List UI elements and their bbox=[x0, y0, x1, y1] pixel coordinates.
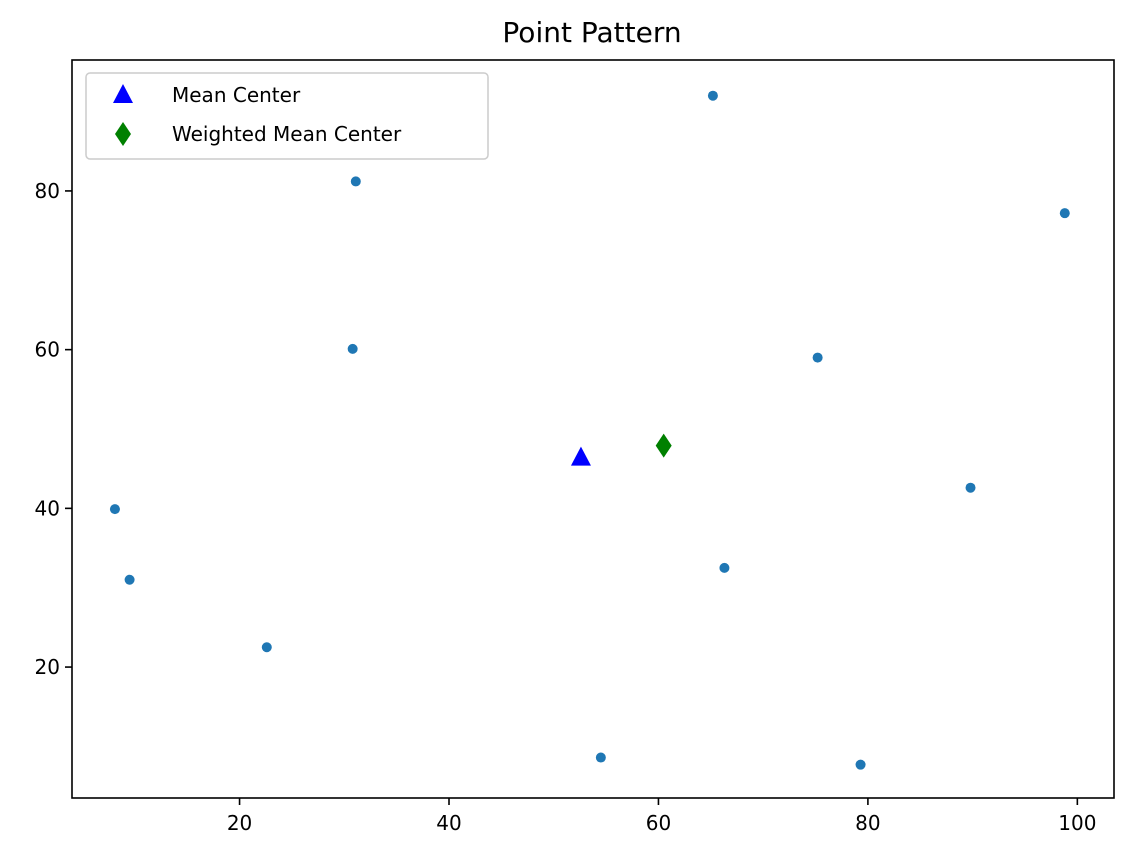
x-tick-label: 80 bbox=[855, 811, 880, 835]
legend-label-mean-center: Mean Center bbox=[172, 83, 301, 107]
data-point bbox=[109, 504, 120, 515]
data-point bbox=[965, 482, 976, 493]
x-tick-label: 40 bbox=[436, 811, 461, 835]
plot-area bbox=[72, 60, 1114, 798]
y-tick-label: 40 bbox=[35, 496, 60, 520]
data-point bbox=[707, 90, 718, 101]
weighted-mean-center-marker bbox=[655, 433, 672, 458]
legend-diamond-icon bbox=[115, 122, 131, 146]
mean-center-marker bbox=[570, 446, 591, 466]
data-points bbox=[109, 90, 1070, 770]
data-point bbox=[347, 343, 358, 354]
x-tick-label: 60 bbox=[646, 811, 671, 835]
x-tick-label: 100 bbox=[1058, 811, 1096, 835]
data-point bbox=[1059, 208, 1070, 219]
legend-box bbox=[85, 72, 489, 160]
data-point bbox=[124, 574, 135, 585]
data-point bbox=[261, 642, 272, 653]
data-point bbox=[855, 759, 866, 770]
y-tick-label: 60 bbox=[35, 338, 60, 362]
axis-ticks: 20 40 60 80 100 20 40 60 80 bbox=[35, 179, 1097, 835]
data-point bbox=[350, 176, 361, 187]
data-point bbox=[719, 562, 730, 573]
chart-title: Point Pattern bbox=[502, 16, 681, 49]
legend-mean-center-marker bbox=[113, 84, 133, 103]
legend-triangle-icon bbox=[113, 84, 133, 103]
y-tick-label: 20 bbox=[35, 655, 60, 679]
plot-frame bbox=[71, 59, 1115, 799]
x-tick-label: 20 bbox=[227, 811, 252, 835]
data-point bbox=[812, 352, 823, 363]
legend-label-weighted-mean-center: Weighted Mean Center bbox=[172, 122, 402, 146]
legend-weighted-mean-center-marker bbox=[115, 122, 131, 146]
y-tick-label: 80 bbox=[35, 179, 60, 203]
legend: Mean Center Weighted Mean Center bbox=[85, 72, 489, 160]
data-point bbox=[595, 752, 606, 763]
